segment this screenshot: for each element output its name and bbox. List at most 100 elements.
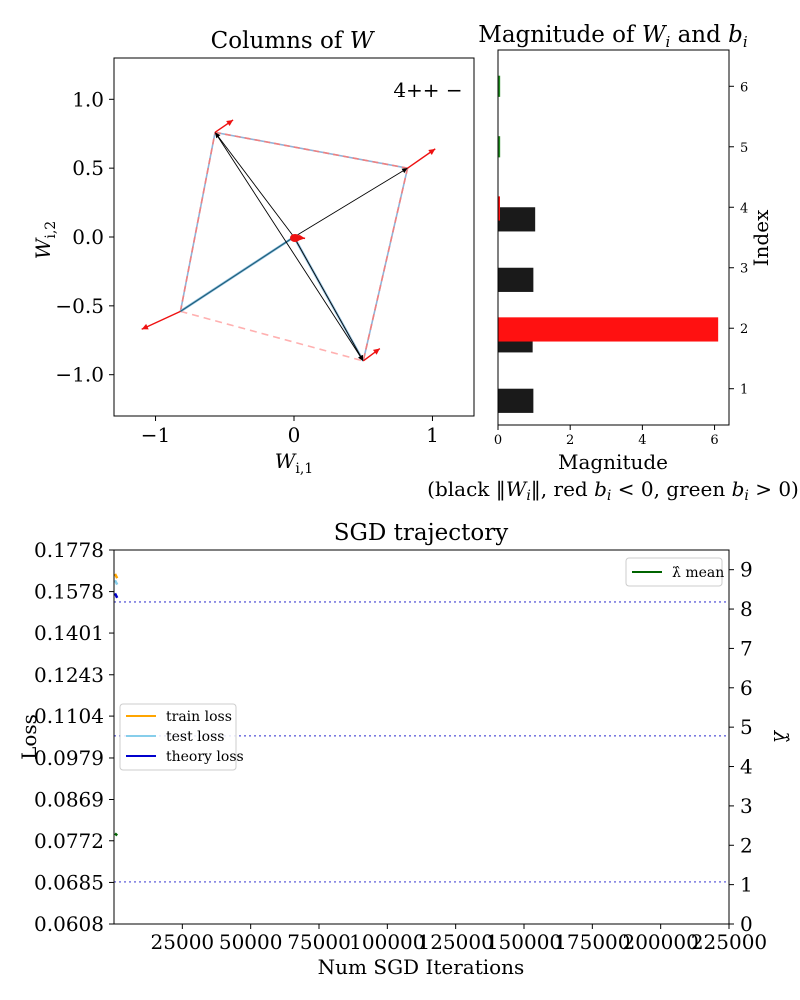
column-vector-line [293,236,364,362]
y-tick-label: 1 [740,383,748,398]
magnitude-subtitle: (black ‖Wi‖, red bi < 0, green bi > 0) [427,477,799,504]
legend-left-box [119,703,237,771]
gradient-arrow-head [428,148,436,155]
loss-tick-label: 0.0869 [34,788,104,812]
panel-columns-of-w: Columns of W 4++ − −1 0 1 1.0 0.5 0.0 −0.5 −1.… [31,28,475,477]
panel-magnitude: Magnitude of Wi and bi 0 2 4 6 1 2 3 4 5 6 Magni… [427,22,799,504]
columns-plot-area [141,119,436,362]
polygon-edge-dashed [214,131,408,169]
gradient-arrow-head [298,234,306,241]
legend-label: test loss [166,729,224,745]
y-tick-label: 4 [740,201,748,216]
loss-tick-label: 0.1578 [34,580,104,604]
legend-label: λ̂ mean [672,565,724,581]
x-tick-label: 50000 [219,930,283,954]
x-tick-label: 25000 [151,930,215,954]
y-tick-label: 0.5 [72,156,104,180]
sgd-loss-ticks: 0.1778 0.1578 0.1401 0.1243 0.1104 0.0979 0.08… [34,538,114,936]
magnitude-bar [498,317,719,342]
columns-x-ticks: −1 0 1 [141,416,439,447]
sgd-legend-right: λ̂ mean [625,557,724,587]
x-tick-label: 1 [426,423,439,447]
sgd-x-ticks: 25000 50000 750001000001250001500001750002… [151,924,767,954]
lambda-tick-label: 1 [740,873,753,897]
x-tick-label: 100000 [349,930,425,954]
x-tick-label: 2 [566,433,574,448]
lambda-tick-label: 0 [740,912,753,936]
series-line [113,592,119,599]
magnitude-bar [498,75,501,97]
column-vector-line [214,132,295,238]
legend-label: train loss [166,709,232,725]
y-tick-label: 2 [740,322,748,337]
sgd-xlabel: Num SGD Iterations [318,955,525,979]
columns-xlabel: Wi,1 [275,449,313,477]
series-line [113,573,119,579]
magnitude-ylabel: Index [749,209,773,266]
polygon-edge-dashed [179,132,216,312]
column-line-dark [180,236,295,312]
magnitude-bar [498,267,534,292]
x-tick-label: 125000 [417,930,493,954]
x-tick-label: 6 [710,433,718,448]
y-tick-label: −1.0 [55,363,104,387]
magnitude-title: Magnitude of Wi and bi [478,22,748,51]
sgd-title: SGD trajectory [334,520,509,546]
gradient-arrow-head [141,323,149,330]
sgd-legend-left: train loss test loss theory loss [119,703,244,771]
lambda-tick-label: 5 [740,715,753,739]
legend-label: theory loss [166,749,244,765]
lambda-tick-label: 8 [740,597,753,621]
y-tick-label: 3 [740,262,748,277]
magnitude-bars [498,75,719,413]
y-tick-label: −0.5 [55,294,104,318]
loss-tick-label: 0.0608 [34,912,104,936]
x-tick-label: −1 [141,423,170,447]
origin-marker [290,234,300,242]
sgd-y2label: λ̂ [769,730,793,744]
lambda-tick-label: 7 [740,636,753,660]
columns-title: Columns of W [211,28,376,54]
x-tick-label: 75000 [287,930,351,954]
sgd-ylabel: Loss [17,714,41,760]
y-tick-label: 5 [740,141,748,156]
polygon-edge-light [180,310,364,362]
series-line [113,579,119,586]
magnitude-bar [498,388,534,413]
x-tick-label: 150000 [486,930,562,954]
series-line [114,832,119,837]
columns-annotation: 4++ − [393,78,462,102]
column-vector-line [293,167,408,238]
loss-tick-label: 0.1104 [34,704,104,728]
x-tick-label: 0 [494,433,502,448]
magnitude-bar [498,136,501,158]
loss-tick-label: 0.0772 [34,829,104,853]
columns-y-ticks: 1.0 0.5 0.0 −0.5 −1.0 [55,87,114,387]
gradient-arrow-head [226,119,234,127]
sgd-plot-frame [113,549,730,925]
lambda-tick-label: 3 [740,794,753,818]
column-vector-head [358,354,364,361]
lambda-tick-label: 2 [740,833,753,857]
magnitude-xlabel: Magnitude [558,450,668,474]
lambda-tick-label: 4 [740,755,753,779]
magnitude-plot-frame [497,49,730,426]
x-tick-label: 200000 [622,930,698,954]
column-vector-line [214,132,364,362]
x-tick-label: 225000 [691,930,767,954]
y-tick-label: 0.0 [72,225,104,249]
sgd-plot-area [113,573,729,883]
gradient-arrow-line [141,310,181,330]
lambda-tick-label: 6 [740,676,753,700]
lambda-tick-label: 9 [740,558,753,582]
loss-tick-label: 0.1401 [34,621,104,645]
column-vector-head [401,168,408,174]
x-tick-label: 175000 [554,930,630,954]
magnitude-bar [498,196,500,221]
magnitude-x-ticks: 0 2 4 6 [494,425,719,448]
x-tick-label: 0 [288,423,301,447]
x-tick-label: 4 [638,433,646,448]
loss-tick-label: 0.0685 [34,870,104,894]
polygon-edge-blue [214,131,408,169]
sgd-lambda-ticks: 9 8 7 6 5 4 3 2 1 0 [729,558,753,936]
